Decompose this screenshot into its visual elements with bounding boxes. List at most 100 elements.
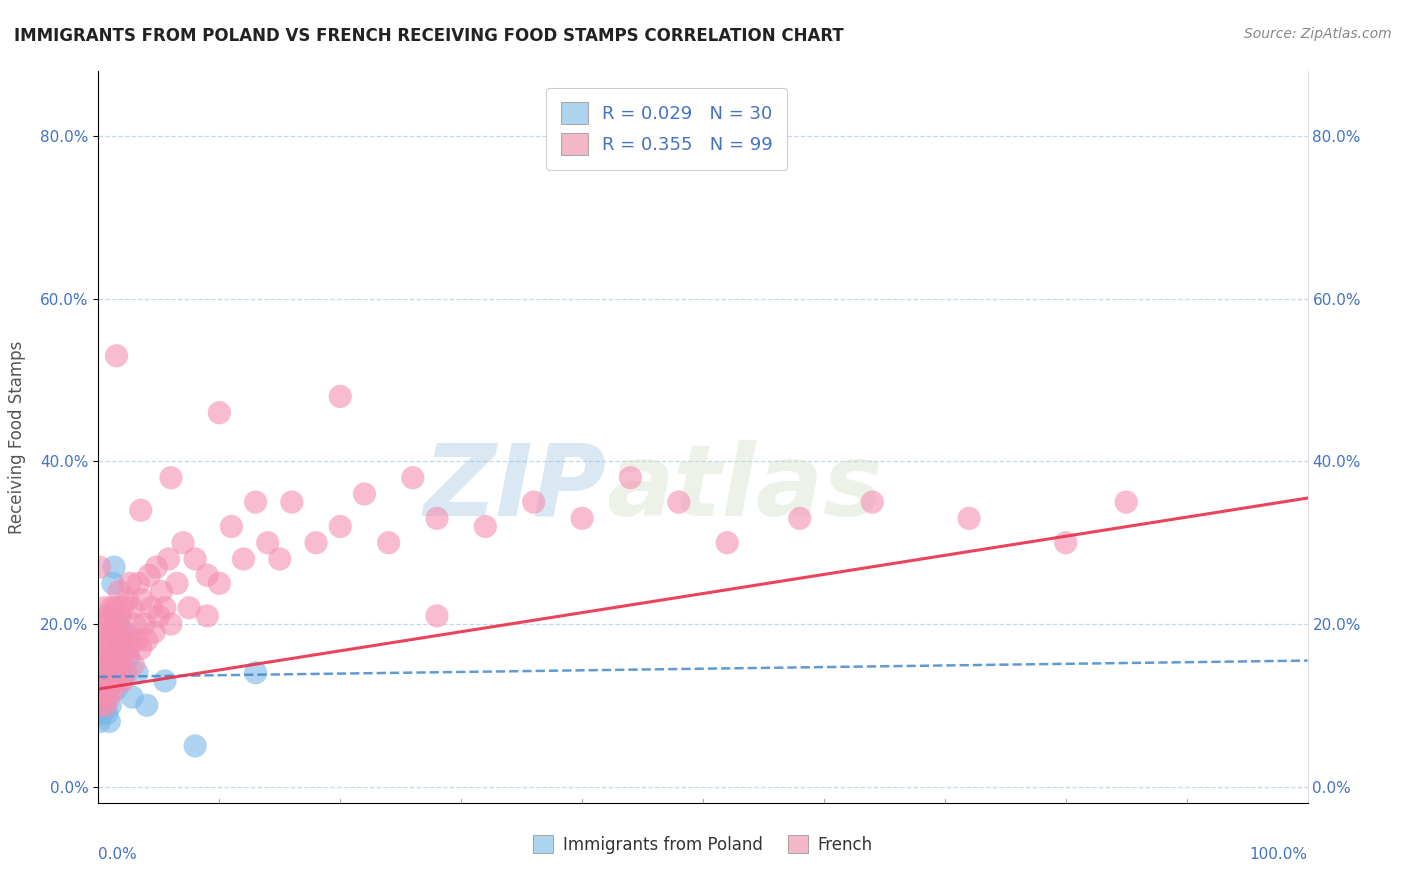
Point [160,617,183,632]
Point [135,633,157,648]
Point [256,535,278,549]
Point [118,576,141,591]
Point [114,625,136,640]
Point [90,698,112,713]
Point [104,600,127,615]
Point [100,657,122,672]
Point [157,552,180,566]
Point [232,552,254,566]
Point [98,714,121,729]
Point [245,665,267,680]
Point [97,681,120,696]
Point [97,608,120,623]
Point [89,714,111,729]
Point [91,681,114,696]
Text: 100.0%: 100.0% [1250,847,1308,862]
Point [127,576,149,591]
Point [100,673,122,688]
Point [245,495,267,509]
Legend: Immigrants from Poland, French: Immigrants from Poland, French [526,829,880,860]
Point [153,600,176,615]
Point [329,519,352,533]
Point [329,389,352,403]
Point [111,600,134,615]
Point [101,681,124,696]
Point [619,471,641,485]
Point [101,576,124,591]
Point [118,641,141,656]
Point [474,519,496,533]
Point [127,633,149,648]
Point [91,690,114,705]
Point [104,665,127,680]
Point [184,552,207,566]
Point [117,592,139,607]
Point [105,681,128,696]
Point [135,698,157,713]
Point [281,495,304,509]
Point [105,617,128,632]
Point [112,649,135,664]
Point [103,649,125,664]
Text: ZIP: ZIP [423,440,606,537]
Point [97,665,120,680]
Point [860,495,883,509]
Point [94,649,117,664]
Point [172,535,194,549]
Point [91,673,114,688]
Point [108,657,131,672]
Point [148,608,170,623]
Point [94,690,117,705]
Point [166,576,188,591]
Point [121,690,143,705]
Point [208,406,231,420]
Point [138,568,160,582]
Point [93,600,115,615]
Point [108,608,131,623]
Text: atlas: atlas [606,440,883,537]
Point [353,487,375,501]
Point [111,625,134,640]
Point [571,511,593,525]
Point [111,673,134,688]
Point [668,495,690,509]
Point [179,600,201,615]
Point [208,576,231,591]
Point [100,673,122,688]
Point [107,641,129,656]
Point [426,511,449,525]
Point [305,535,328,549]
Point [91,649,114,664]
Point [160,471,183,485]
Point [108,641,131,656]
Point [127,665,149,680]
Point [100,600,122,615]
Point [93,657,115,672]
Point [153,673,176,688]
Point [96,625,118,640]
Point [91,633,114,648]
Point [89,673,111,688]
Point [108,584,131,599]
Point [129,503,152,517]
Point [90,657,112,672]
Point [716,535,738,549]
Point [96,681,118,696]
Point [118,649,141,664]
Point [134,617,156,632]
Y-axis label: Receiving Food Stamps: Receiving Food Stamps [8,341,27,533]
Point [426,608,449,623]
Point [184,739,207,753]
Point [377,535,399,549]
Point [1054,535,1077,549]
Point [195,608,218,623]
Point [110,633,132,648]
Point [1115,495,1137,509]
Point [141,600,163,615]
Point [129,641,152,656]
Point [100,617,122,632]
Text: 0.0%: 0.0% [98,847,138,862]
Point [103,560,125,574]
Point [96,706,118,721]
Point [120,633,142,648]
